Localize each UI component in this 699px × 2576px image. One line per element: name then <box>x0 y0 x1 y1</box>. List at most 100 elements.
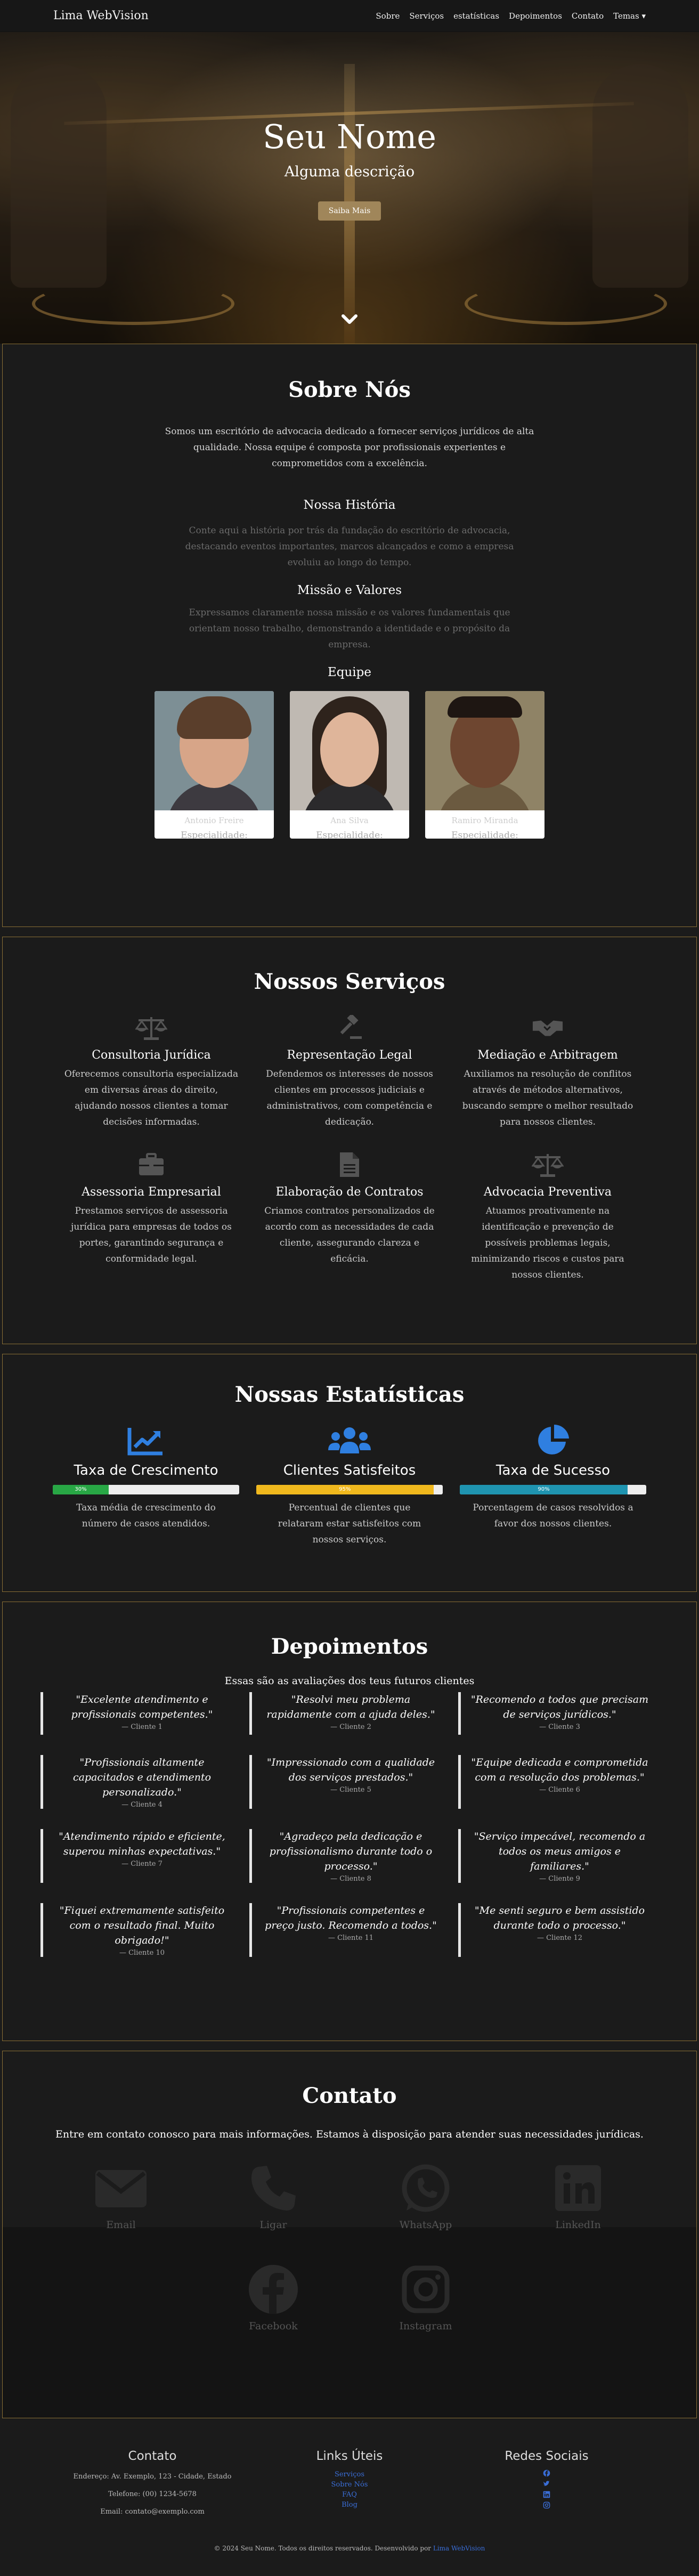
about-section: Sobre Nós Somos um escritório de advocac… <box>2 344 697 927</box>
contact-label: Facebook <box>249 2320 298 2332</box>
team-card: Ana Silva Especialidade: Trabalhista <box>290 691 409 839</box>
nav-link-servicos[interactable]: Serviços <box>409 11 444 21</box>
pie-chart-icon <box>538 1425 569 1454</box>
contact-channels-row: Email Ligar WhatsApp LinkedIn <box>3 2161 696 2231</box>
service-card: Advocacia Preventiva Atuamos proativamen… <box>460 1151 636 1283</box>
testimonial: "Equipe dedicada e comprometida com a re… <box>458 1755 659 1809</box>
scale-icon <box>135 1017 167 1040</box>
contact-whatsapp[interactable]: WhatsApp <box>399 2161 452 2231</box>
handshake-icon <box>532 1020 563 1036</box>
nav-link-depoimentos[interactable]: Depoimentos <box>509 11 562 21</box>
testimonial: "Fiquei extremamente satisfeito com o re… <box>40 1903 241 1957</box>
team-member-specialty: Especialidade: Criminalista <box>181 830 248 839</box>
contact-band <box>3 2227 696 2418</box>
about-title: Sobre Nós <box>288 377 411 402</box>
brand-logo[interactable]: Lima WebVision <box>53 9 149 22</box>
about-intro: Somos um escritório de advocacia dedicad… <box>165 426 534 469</box>
service-title: Representação Legal <box>287 1049 412 1062</box>
scale-icon <box>532 1154 564 1177</box>
testimonial: "Impressionado com a qualidade dos servi… <box>249 1755 450 1809</box>
phone-icon <box>251 2166 296 2211</box>
contact-facebook[interactable]: Facebook <box>247 2263 300 2332</box>
services-grid: Consultoria Jurídica Oferecemos consulto… <box>3 1014 696 1283</box>
testimonial-quote: "Excelente atendimento e profissionais c… <box>71 1694 213 1720</box>
team-member-name: Antonio Freire <box>184 816 244 825</box>
whatsapp-icon <box>402 2164 450 2212</box>
hero-scale-pan-right <box>465 282 667 325</box>
stat-card: Taxa de Crescimento 30% Taxa média de cr… <box>53 1422 239 1548</box>
testimonial: "Me senti seguro e bem assistido durante… <box>458 1903 659 1957</box>
stat-text: Percentual de clientes que relataram est… <box>278 1502 421 1545</box>
testimonial-quote: "Atendimento rápido e eficiente, superou… <box>59 1831 225 1857</box>
testimonial: "Serviço impecável, recomendo a todos os… <box>458 1829 659 1883</box>
team-member-specialty: Especialidade: Trabalhista <box>316 830 383 839</box>
history-title: Nossa História <box>303 498 396 512</box>
copyright: © 2024 Seu Nome. Todos os direitos reser… <box>0 2545 699 2552</box>
contact-label: Email <box>106 2219 136 2231</box>
testimonial: "Excelente atendimento e profissionais c… <box>40 1692 241 1735</box>
testimonial-author: — Cliente 1 <box>121 1723 162 1731</box>
service-title: Assessoria Empresarial <box>82 1185 221 1199</box>
contact-title: Contato <box>302 2083 397 2108</box>
briefcase-icon <box>139 1153 164 1175</box>
nav-dropdown-temas[interactable]: Temas ▾ <box>613 11 646 21</box>
footer-link-blog[interactable]: Blog <box>342 2501 357 2509</box>
developer-link[interactable]: Lima WebVision <box>433 2545 485 2552</box>
testimonial-author: — Cliente 12 <box>537 1934 583 1942</box>
testimonial-author: — Cliente 3 <box>539 1723 580 1731</box>
testimonials-title: Depoimentos <box>271 1634 428 1659</box>
service-text: Criamos contratos personalizados de acor… <box>264 1206 435 1264</box>
nav-link-estatisticas[interactable]: estatísticas <box>453 11 500 21</box>
nav-link-contato[interactable]: Contato <box>571 11 604 21</box>
users-icon <box>328 1427 371 1453</box>
progress-bar: 95% <box>256 1485 443 1494</box>
team-member-name: Ana Silva <box>330 816 369 825</box>
testimonials-section: Depoimentos Essas são as avaliações dos … <box>2 1602 697 2041</box>
team-member-specialty: Especialidade: Digital/Influencers <box>451 830 518 839</box>
testimonial-author: — Cliente 10 <box>119 1949 165 1957</box>
footer-link-sobre[interactable]: Sobre Nós <box>331 2481 368 2489</box>
contact-email[interactable]: Email <box>94 2161 148 2231</box>
contact-instagram[interactable]: Instagram <box>399 2263 452 2332</box>
service-card: Representação Legal Defendemos os intere… <box>262 1014 437 1130</box>
envelope-icon <box>95 2170 147 2207</box>
hero-subtitle: Alguma descrição <box>284 164 415 180</box>
stat-text: Taxa média de crescimento do número de c… <box>76 1502 216 1529</box>
testimonial-quote: "Recomendo a todos que precisam de servi… <box>470 1694 649 1720</box>
testimonial: "Atendimento rápido e eficiente, superou… <box>40 1829 241 1883</box>
linkedin-icon <box>555 2165 601 2211</box>
linkedin-icon[interactable] <box>543 2491 550 2498</box>
contact-phone[interactable]: Ligar <box>247 2161 300 2231</box>
progress-fill: 95% <box>256 1485 434 1494</box>
footer-links: Links Úteis Serviços Sobre Nós FAQ Blog <box>251 2449 448 2516</box>
stat-title: Taxa de Sucesso <box>495 1462 611 1478</box>
nav-link-sobre[interactable]: Sobre <box>376 11 400 21</box>
footer-contact: Contato Endereço: Av. Exemplo, 123 - Cid… <box>54 2449 251 2516</box>
footer-link-faq[interactable]: FAQ <box>342 2491 357 2499</box>
progress-bar: 30% <box>53 1485 239 1494</box>
stat-title: Clientes Satisfeitos <box>283 1462 416 1478</box>
learn-more-button[interactable]: Saiba Mais <box>318 201 381 221</box>
stat-card: Taxa de Sucesso 90% Porcentagem de casos… <box>460 1422 646 1548</box>
contact-label: Ligar <box>259 2219 287 2231</box>
service-text: Atuamos proativamente na identificação e… <box>471 1206 624 1280</box>
testimonial-quote: "Serviço impecável, recomendo a todos os… <box>474 1831 646 1872</box>
hero-content: Seu Nome Alguma descrição Saiba Mais <box>0 117 699 221</box>
contact-linkedin[interactable]: LinkedIn <box>551 2161 605 2231</box>
history-text: Conte aqui a história por trás da fundaç… <box>185 525 514 568</box>
footer-link-servicos[interactable]: Serviços <box>334 2471 365 2479</box>
team-card: Antonio Freire Especialidade: Criminalis… <box>155 691 274 839</box>
chevron-down-icon[interactable] <box>339 312 360 328</box>
team-card: Ramiro Miranda Especialidade: Digital/In… <box>425 691 544 839</box>
services-title: Nossos Serviços <box>254 969 445 994</box>
instagram-icon[interactable] <box>543 2501 550 2509</box>
footer-email: Email: contato@exemplo.com <box>100 2508 205 2516</box>
testimonial: "Agradeço pela dedicação e profissionali… <box>249 1829 450 1883</box>
document-icon <box>340 1152 359 1177</box>
footer-address: Endereço: Av. Exemplo, 123 - Cidade, Est… <box>73 2473 232 2481</box>
contact-label: WhatsApp <box>399 2219 452 2231</box>
mission-title: Missão e Valores <box>297 583 402 597</box>
progress-fill: 30% <box>53 1485 109 1494</box>
facebook-icon[interactable] <box>543 2469 550 2477</box>
twitter-icon[interactable] <box>543 2480 550 2488</box>
